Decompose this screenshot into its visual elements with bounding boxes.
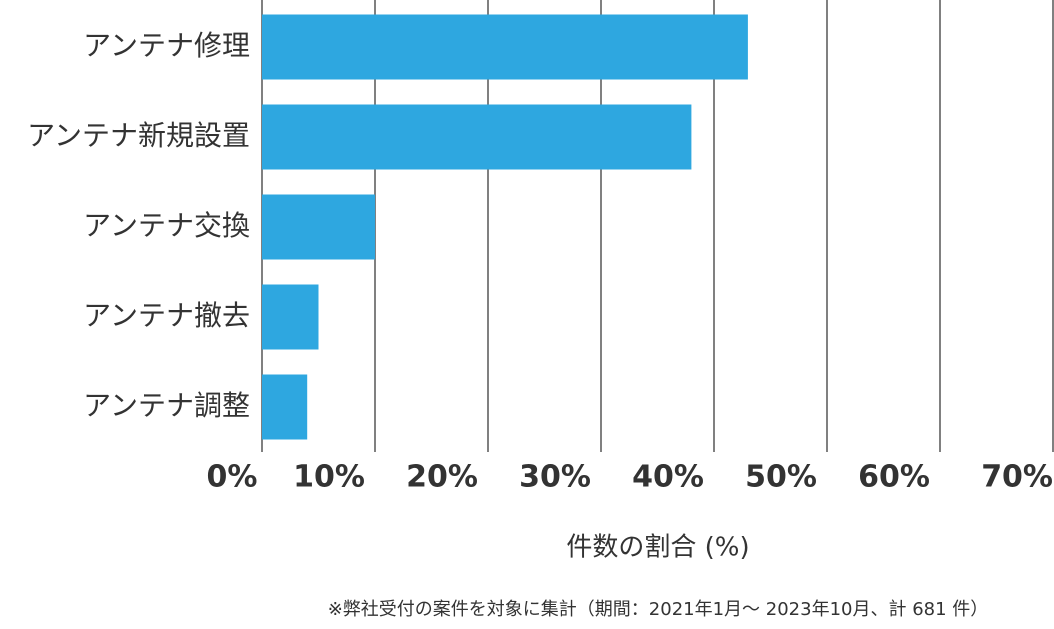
x-tick-label: 30%: [519, 460, 591, 495]
bar: [262, 104, 692, 170]
bar: [262, 14, 748, 80]
x-tick-label: 40%: [632, 460, 704, 495]
bar: [262, 194, 375, 260]
bar: [262, 374, 308, 440]
x-tick-label: 20%: [406, 460, 478, 495]
x-tick-label: 70%: [981, 460, 1053, 495]
y-tick-label: アンテナ交換: [83, 209, 250, 242]
x-tick-label: 50%: [745, 460, 817, 495]
y-tick-label: アンテナ撤去: [83, 299, 250, 332]
x-tick-label: 60%: [858, 460, 930, 495]
y-tick-label: アンテナ調整: [83, 389, 250, 422]
footnote: ※弊社受付の案件を対象に集計（期間：2021年1月～ 2023年10月、計 68…: [328, 599, 989, 620]
x-tick-label: 10%: [293, 460, 365, 495]
x-axis-title: 件数の割合 (%): [566, 533, 749, 563]
y-tick-label: アンテナ新規設置: [27, 119, 250, 152]
y-tick-label: アンテナ修理: [83, 29, 250, 62]
x-tick-label: 0%: [207, 460, 258, 495]
bar: [262, 284, 319, 350]
